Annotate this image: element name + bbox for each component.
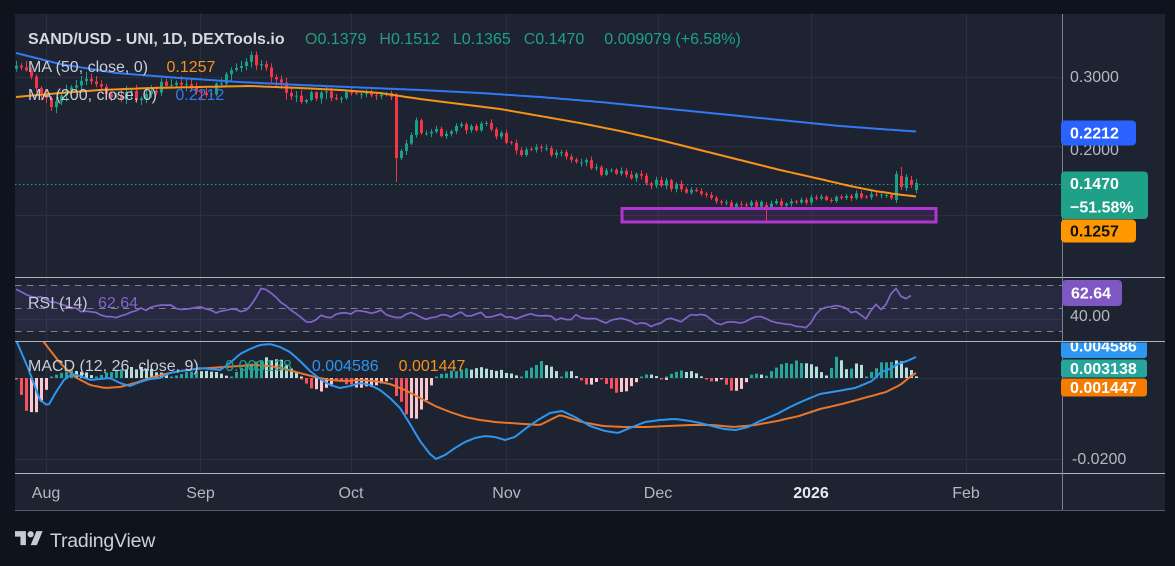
svg-text:Feb: Feb (952, 485, 980, 502)
svg-text:Sep: Sep (186, 485, 215, 502)
svg-text:0.3000: 0.3000 (1070, 69, 1119, 86)
svg-text:TradingView: TradingView (50, 530, 156, 552)
svg-text:0.003138: 0.003138 (1070, 361, 1137, 378)
svg-text:40.00: 40.00 (1070, 308, 1110, 325)
svg-text:Aug: Aug (32, 485, 60, 502)
svg-text:0.004586: 0.004586 (1070, 339, 1137, 356)
svg-text:0.1470: 0.1470 (1070, 176, 1119, 193)
svg-text:Nov: Nov (492, 485, 520, 502)
svg-text:SAND/USD - UNI, 1D, DEXTools.i: SAND/USD - UNI, 1D, DEXTools.io (28, 31, 285, 48)
svg-text:-0.0200: -0.0200 (1072, 451, 1126, 468)
svg-text:RSI (14) 62.64: RSI (14) 62.64 (28, 295, 138, 312)
svg-text:0.2000: 0.2000 (1070, 142, 1119, 159)
svg-text:0.2212: 0.2212 (1070, 126, 1119, 143)
svg-text:−51.58%: −51.58% (1070, 200, 1134, 217)
svg-text:62.64: 62.64 (1071, 286, 1111, 303)
svg-text:MACD (12, 26, close, 9) 0.0031: MACD (12, 26, close, 9) 0.003138 0.004586… (28, 358, 465, 375)
svg-text:MA (200, close, 0) 0.2212: MA (200, close, 0) 0.2212 (28, 87, 224, 104)
svg-text:0.1257: 0.1257 (1070, 224, 1119, 241)
svg-text:2026: 2026 (793, 485, 829, 502)
svg-text:Oct: Oct (339, 485, 364, 502)
svg-text:MA (50, close, 0) 0.1257: MA (50, close, 0) 0.1257 (28, 59, 216, 76)
svg-text:0.001447: 0.001447 (1070, 380, 1137, 397)
svg-text:Dec: Dec (644, 485, 672, 502)
